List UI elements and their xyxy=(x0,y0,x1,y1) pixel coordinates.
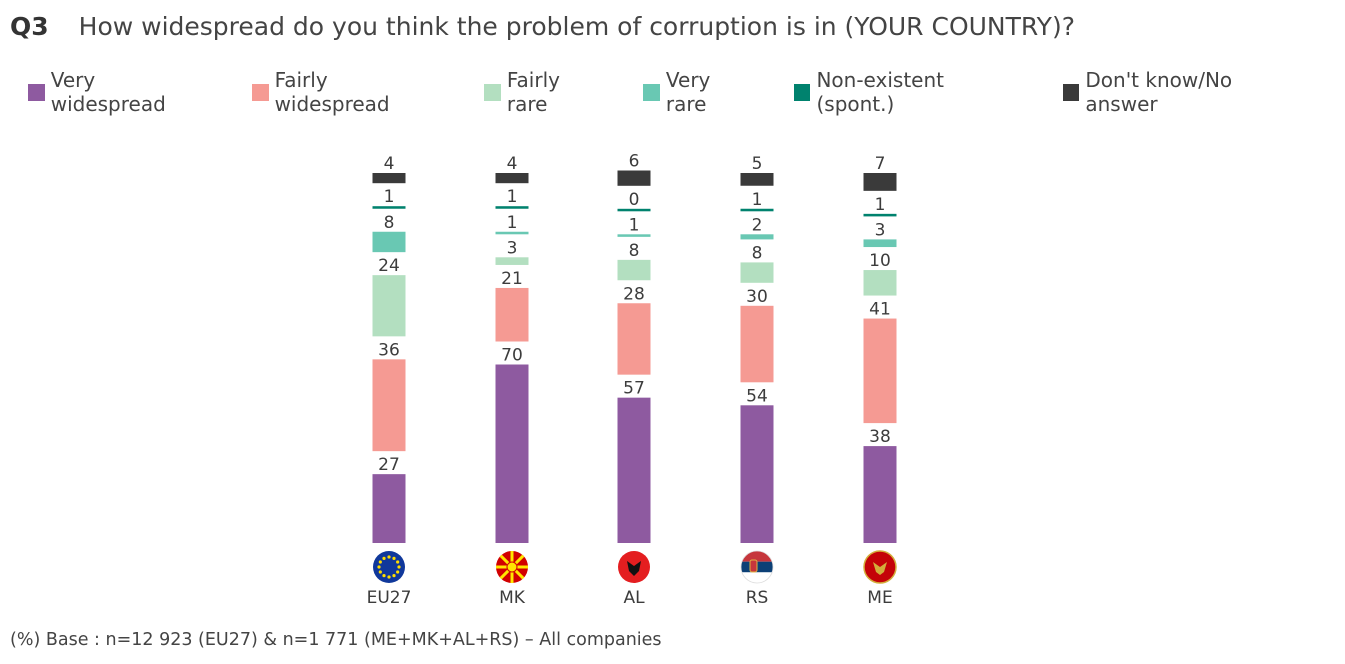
data-label: 28 xyxy=(623,284,645,304)
data-label: 6 xyxy=(629,152,640,172)
bar-segment xyxy=(863,173,897,191)
legend-swatch xyxy=(484,83,501,101)
montenegro-flag-icon xyxy=(863,550,897,584)
data-label: 4 xyxy=(507,154,518,174)
bar-segment xyxy=(863,446,897,543)
bar-segment xyxy=(372,206,406,209)
category-label: EU27 xyxy=(367,588,412,608)
legend-swatch xyxy=(251,83,269,101)
data-label: 3 xyxy=(875,220,886,240)
legend-label: Very widespread xyxy=(50,68,166,116)
data-label: 1 xyxy=(384,187,395,207)
bar-segment xyxy=(863,239,897,248)
data-label: 54 xyxy=(746,386,768,406)
bar-segment xyxy=(617,259,651,281)
legend-label: Fairly rare xyxy=(506,68,560,116)
bar-segment xyxy=(617,397,651,543)
data-label: 4 xyxy=(384,154,395,174)
data-label: 8 xyxy=(752,243,763,263)
legend-swatch xyxy=(1062,83,1080,101)
data-label: 27 xyxy=(378,455,400,475)
bar-segment xyxy=(740,208,774,212)
bar-segment xyxy=(372,275,406,337)
legend-item: Don't know/No answer xyxy=(1062,68,1307,116)
legend-item: Fairly rare xyxy=(484,68,605,116)
bar-segment xyxy=(863,270,897,296)
bar-segment xyxy=(617,303,651,375)
legend-label: Fairly widespread xyxy=(274,68,390,116)
data-label: 30 xyxy=(746,287,768,307)
bar-segment xyxy=(617,234,651,237)
data-label: 5 xyxy=(752,154,763,174)
category-label: RS xyxy=(746,588,769,608)
question-text: How widespread do you think the problem … xyxy=(78,12,1075,41)
bar-segment xyxy=(617,170,651,186)
bar-segment xyxy=(372,359,406,452)
north-macedonia-flag-icon xyxy=(496,551,528,583)
legend-item: Very rare xyxy=(643,68,756,116)
serbia-flag-icon xyxy=(740,550,774,584)
category-label: ME xyxy=(867,588,892,608)
data-label: 41 xyxy=(869,300,891,320)
data-label: 7 xyxy=(875,154,886,174)
data-label: 1 xyxy=(629,215,640,235)
bar-segment xyxy=(495,257,529,265)
data-label: 1 xyxy=(875,195,886,215)
bar-segment xyxy=(495,173,529,184)
data-label: 38 xyxy=(869,427,891,447)
footnote: (%) Base : n=12 923 (EU27) & n=1 771 (ME… xyxy=(10,630,662,650)
data-label: 1 xyxy=(507,187,518,207)
data-label: 2 xyxy=(752,215,763,235)
legend-label: Very rare xyxy=(665,68,711,116)
chart-legend: Very widespread Fairly widespread Fairly r… xyxy=(28,68,1345,116)
legend-item: Fairly widespread xyxy=(251,68,446,116)
data-label: 57 xyxy=(623,379,645,399)
bar-segment xyxy=(372,474,406,543)
data-label: 21 xyxy=(501,269,523,289)
data-label: 3 xyxy=(507,238,518,258)
question-header: Q3 How widespread do you think the probl… xyxy=(10,12,1075,41)
bar-segment xyxy=(495,364,529,543)
data-label: 24 xyxy=(378,256,400,276)
albania-flag-icon xyxy=(618,551,650,583)
data-label: 0 xyxy=(629,190,640,210)
bar-segment xyxy=(740,405,774,543)
legend-swatch xyxy=(643,83,660,101)
legend-swatch xyxy=(793,83,811,101)
bar-segment xyxy=(495,231,529,235)
bar-segment xyxy=(495,287,529,342)
legend-label: Don't know/No answer xyxy=(1085,68,1233,116)
data-label: 8 xyxy=(384,213,395,233)
category-label: MK xyxy=(499,588,526,608)
bar-segment xyxy=(617,208,651,212)
data-label: 10 xyxy=(869,251,891,271)
data-label: 1 xyxy=(752,190,763,210)
data-label: 1 xyxy=(507,213,518,233)
bar-segment xyxy=(740,305,774,383)
eu-flag-icon xyxy=(373,551,405,583)
question-number: Q3 xyxy=(10,12,49,41)
bar-segment xyxy=(740,262,774,283)
data-label: 8 xyxy=(629,241,640,261)
legend-item: Very widespread xyxy=(28,68,214,116)
legend-swatch xyxy=(28,83,45,101)
data-label: 70 xyxy=(501,346,523,366)
bar-segment xyxy=(863,213,897,217)
bar-segment xyxy=(740,173,774,186)
bar-segment xyxy=(740,234,774,240)
legend-item: Non-existent (spont.) xyxy=(793,68,1025,116)
bar-segment xyxy=(863,318,897,424)
bar-segment xyxy=(372,231,406,253)
bar-segment xyxy=(495,206,529,209)
legend-label: Non-existent (spont.) xyxy=(816,68,944,116)
data-label: 36 xyxy=(378,340,400,360)
category-label: AL xyxy=(623,588,645,608)
bar-segment xyxy=(372,173,406,184)
